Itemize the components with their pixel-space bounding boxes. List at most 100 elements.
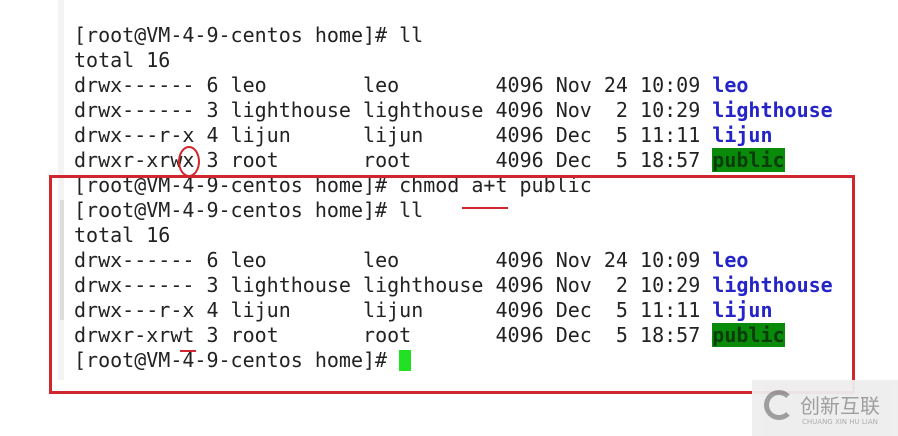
listing-row: drwx---r-x 4 lijun lijun 4096 Dec 5 11:1…: [74, 298, 833, 323]
owner-cell: lighthouse: [230, 273, 351, 297]
perm-cell: drwx---r-x: [74, 298, 195, 322]
time-cell: 18:57: [640, 148, 701, 172]
time-cell: 18:57: [640, 323, 701, 347]
prompt-line: [root@VM-4-9-centos home]# ll: [74, 198, 833, 223]
prompt: [root@VM-4-9-centos home]#: [74, 198, 400, 222]
links-cell: 6: [206, 248, 219, 272]
scrollbar[interactable]: [60, 200, 64, 320]
group-cell: lijun: [363, 123, 484, 147]
links-cell: 3: [206, 273, 219, 297]
time-cell: 10:09: [640, 73, 701, 97]
total-line: total 16: [74, 223, 833, 248]
watermark-logo-icon: [764, 390, 794, 420]
day-cell: 5: [603, 298, 628, 322]
month-cell: Dec: [555, 123, 592, 147]
prompt-line: [root@VM-4-9-centos home]# ll: [74, 23, 833, 48]
month-cell: Nov: [555, 273, 592, 297]
listing-row: drwxr-xrwt 3 root root 4096 Dec 5 18:57 …: [74, 323, 833, 348]
command: ll: [399, 198, 424, 222]
name-cell: lijun: [712, 298, 773, 322]
annotation-circle: [178, 146, 200, 177]
annotation-underline-sticky-bit: [180, 350, 196, 352]
day-cell: 2: [603, 98, 628, 122]
time-cell: 11:11: [640, 298, 701, 322]
perm-cell: drwx------: [74, 273, 195, 297]
time-cell: 10:09: [640, 248, 701, 272]
prompt: [root@VM-4-9-centos home]#: [74, 23, 400, 47]
listing-row: drwx---r-x 4 lijun lijun 4096 Dec 5 11:1…: [74, 123, 833, 148]
day-cell: 2: [603, 273, 628, 297]
name-cell: lighthouse: [712, 98, 833, 122]
month-cell: Dec: [555, 148, 592, 172]
day-cell: 5: [603, 148, 628, 172]
listing-row: drwx------ 3 lighthouse lighthouse 4096 …: [74, 98, 833, 123]
watermark-subtext: CHUANG XIN HU LIAN: [802, 418, 878, 426]
perm-cell: drwxr-xrwt: [74, 323, 195, 347]
size-cell: 4096: [495, 98, 544, 122]
owner-cell: root: [230, 323, 351, 347]
time-cell: 11:11: [640, 123, 701, 147]
owner-cell: lighthouse: [230, 98, 351, 122]
owner-cell: leo: [230, 248, 351, 272]
owner-cell: lijun: [230, 298, 351, 322]
month-cell: Nov: [555, 248, 592, 272]
group-cell: lighthouse: [363, 273, 484, 297]
owner-cell: root: [230, 148, 351, 172]
prompt: [root@VM-4-9-centos home]#: [74, 348, 400, 372]
name-cell: public: [712, 148, 785, 172]
listing-row: drwx------ 3 lighthouse lighthouse 4096 …: [74, 273, 833, 298]
links-cell: 3: [206, 323, 219, 347]
size-cell: 4096: [495, 273, 544, 297]
group-cell: leo: [363, 248, 484, 272]
links-cell: 4: [206, 298, 219, 322]
annotation-box: [49, 175, 855, 394]
month-cell: Nov: [555, 73, 592, 97]
time-cell: 10:29: [640, 98, 701, 122]
cursor: [399, 350, 412, 371]
group-cell: leo: [363, 73, 484, 97]
group-cell: root: [363, 148, 484, 172]
size-cell: 4096: [495, 123, 544, 147]
listing-row: drwx------ 6 leo leo 4096 Nov 24 10:09 l…: [74, 73, 833, 98]
perm-cell: drwx------: [74, 73, 195, 97]
perm-cell: drwxr-xrwx: [74, 148, 195, 172]
group-cell: root: [363, 323, 484, 347]
name-cell: lijun: [712, 123, 773, 147]
day-cell: 5: [603, 323, 628, 347]
size-cell: 4096: [495, 298, 544, 322]
links-cell: 3: [206, 98, 219, 122]
annotation-underline-chmod: [462, 207, 508, 209]
terminal-gutter: [58, 0, 64, 380]
group-cell: lijun: [363, 298, 484, 322]
day-cell: 24: [603, 73, 628, 97]
owner-cell: leo: [230, 73, 351, 97]
size-cell: 4096: [495, 323, 544, 347]
links-cell: 6: [206, 73, 219, 97]
listing-row: drwxr-xrwx 3 root root 4096 Dec 5 18:57 …: [74, 148, 833, 173]
command: ll: [399, 23, 424, 47]
day-cell: 24: [603, 248, 628, 272]
listing-row: drwx------ 6 leo leo 4096 Nov 24 10:09 l…: [74, 248, 833, 273]
day-cell: 5: [603, 123, 628, 147]
perm-cell: drwx------: [74, 248, 195, 272]
prompt-line: [root@VM-4-9-centos home]#: [74, 348, 833, 373]
watermark-text: 创新互联: [800, 394, 880, 418]
month-cell: Nov: [555, 98, 592, 122]
name-cell: leo: [712, 248, 749, 272]
time-cell: 10:29: [640, 273, 701, 297]
owner-cell: lijun: [230, 123, 351, 147]
size-cell: 4096: [495, 248, 544, 272]
watermark: 创新互联 CHUANG XIN HU LIAN: [752, 380, 898, 436]
links-cell: 3: [206, 148, 219, 172]
total-line: total 16: [74, 48, 833, 73]
perm-cell: drwx------: [74, 98, 195, 122]
total-text: total 16: [74, 48, 171, 72]
size-cell: 4096: [495, 148, 544, 172]
perm-cell: drwx---r-x: [74, 123, 195, 147]
size-cell: 4096: [495, 73, 544, 97]
name-cell: lighthouse: [712, 273, 833, 297]
month-cell: Dec: [555, 323, 592, 347]
links-cell: 4: [206, 123, 219, 147]
month-cell: Dec: [555, 298, 592, 322]
name-cell: public: [712, 323, 785, 347]
